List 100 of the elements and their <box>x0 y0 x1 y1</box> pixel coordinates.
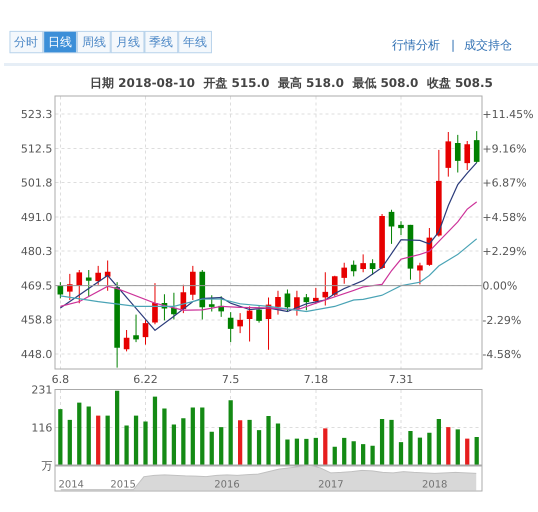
candlestick <box>246 306 252 342</box>
text: 分时 <box>14 35 38 49</box>
text: 年线 <box>183 35 207 49</box>
candlestick <box>313 287 319 305</box>
bar <box>465 438 470 466</box>
candlestick <box>104 260 110 292</box>
candlestick <box>275 290 281 316</box>
y2-tick-label: +11.45% <box>482 108 534 122</box>
candlestick <box>454 134 461 174</box>
candlestick <box>284 289 290 312</box>
y2-tick-label: +4.58% <box>482 210 527 224</box>
candlestick <box>208 294 215 312</box>
chart-subtitle: 日期 2018-08-10 开盘 515.0 最高 518.0 最低 508.0 收盘 508.5 <box>90 76 493 90</box>
text: 月线 <box>116 35 140 49</box>
bar <box>143 422 148 466</box>
x-tick-label: 6.8 <box>52 372 70 386</box>
candlestick <box>341 262 348 284</box>
line-series <box>60 238 478 312</box>
bar <box>304 438 308 466</box>
y-tick-label: 469.5 <box>20 280 52 293</box>
bar <box>266 416 271 466</box>
candlestick <box>379 213 385 270</box>
y-tick-label: 523.3 <box>20 108 52 122</box>
candlestick <box>408 224 414 280</box>
candlestick <box>124 329 130 352</box>
bar <box>200 407 204 466</box>
candlestick <box>256 306 262 324</box>
y-tick-label: 491.0 <box>20 210 52 224</box>
x-tick-label: 2018 <box>422 479 448 490</box>
candlestick <box>436 149 442 238</box>
bar <box>86 406 91 466</box>
x-tick-label: 2017 <box>318 479 344 490</box>
bar <box>124 425 129 466</box>
candlestick <box>360 254 366 273</box>
bar <box>68 420 72 466</box>
y-tick-label: 458.8 <box>20 314 52 327</box>
bar <box>219 427 224 466</box>
y-tick-label: 480.3 <box>20 245 52 258</box>
candlestick <box>228 312 234 343</box>
bar <box>436 418 441 466</box>
candlestick <box>294 290 300 316</box>
x-tick-label: 2016 <box>214 479 240 490</box>
text: 成交持仓 <box>464 38 512 52</box>
bar <box>162 408 167 466</box>
candlestick <box>114 282 120 368</box>
y2-tick-label: +9.16% <box>482 142 527 156</box>
y-tick-label: 512.5 <box>20 142 52 156</box>
bar <box>247 420 252 466</box>
candlestick <box>190 265 196 301</box>
candlestick <box>370 258 376 276</box>
bar <box>238 420 242 466</box>
bar <box>210 432 214 466</box>
y2-tick-label: +6.87% <box>482 176 527 190</box>
y2-tick-label: -4.58% <box>482 348 522 362</box>
y2-tick-label: -2.29% <box>482 314 522 327</box>
x-tick-label: 7.18 <box>304 372 328 386</box>
candlestick <box>322 272 328 306</box>
bar <box>172 424 176 466</box>
bar <box>285 440 290 466</box>
bar <box>228 400 233 466</box>
candlestick <box>388 209 394 244</box>
text: | <box>451 38 456 52</box>
text: 行情分析 <box>392 38 440 52</box>
bar <box>314 438 318 466</box>
candlestick <box>464 140 470 170</box>
y2-tick-label: +2.29% <box>482 245 527 258</box>
bar <box>152 396 158 466</box>
bar <box>106 416 110 466</box>
bar <box>418 438 422 466</box>
text: 季线 <box>149 35 173 49</box>
y-tick-label: 448.0 <box>20 348 52 362</box>
bar <box>352 441 356 466</box>
bar <box>114 390 120 466</box>
candlestick <box>171 292 177 320</box>
bar <box>134 416 138 466</box>
bar <box>474 436 479 466</box>
bar <box>342 438 346 466</box>
bar <box>323 428 328 466</box>
candlestick <box>152 282 158 325</box>
x-tick-label: 7.31 <box>388 372 414 386</box>
candlestick <box>304 293 310 311</box>
candlestick <box>474 130 480 164</box>
bar <box>361 444 366 466</box>
candlestick <box>58 282 64 299</box>
y-tick-label: 231 <box>31 384 52 397</box>
bar <box>276 424 280 466</box>
bar <box>389 420 394 466</box>
y-tick-label: 万 <box>41 459 52 472</box>
candlestick <box>66 273 73 301</box>
x-tick-label: 6.22 <box>133 372 158 386</box>
candlestick <box>218 296 224 318</box>
bar <box>190 407 195 466</box>
candlestick <box>350 260 357 277</box>
text: 周线 <box>82 35 106 49</box>
x-tick-label: 2014 <box>58 479 84 490</box>
bar <box>58 409 62 466</box>
bar <box>446 427 450 466</box>
bar <box>77 402 82 466</box>
bar <box>181 418 186 466</box>
candlestick <box>199 270 206 320</box>
